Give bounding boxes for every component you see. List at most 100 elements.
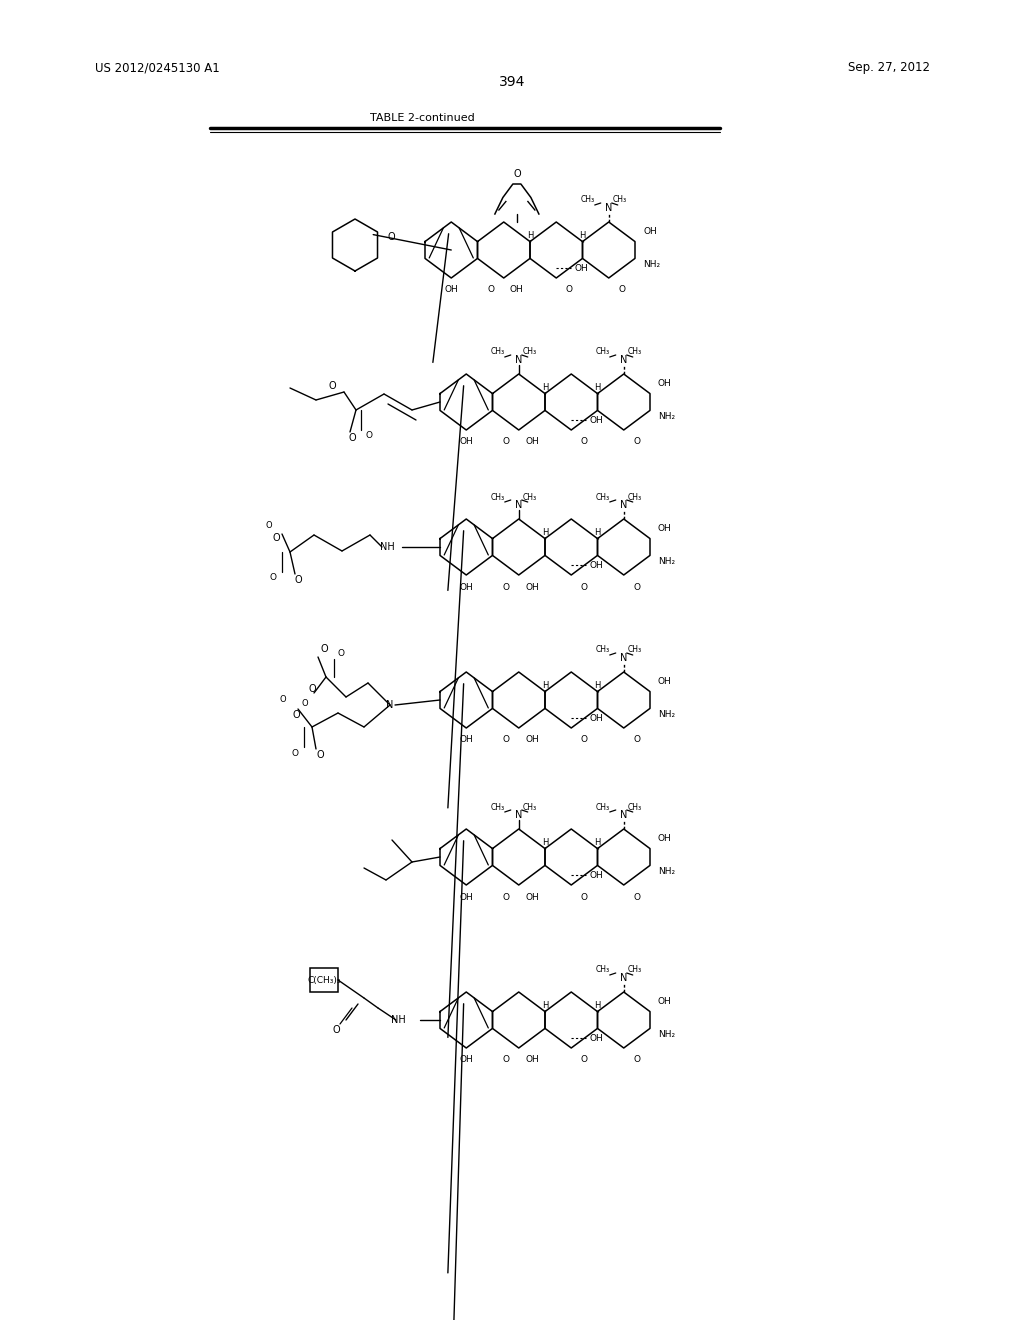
Text: O: O: [502, 1056, 509, 1064]
Text: OH: OH: [525, 1056, 539, 1064]
Text: O: O: [513, 169, 520, 180]
Text: H: H: [542, 383, 548, 392]
Text: O: O: [581, 735, 588, 744]
Text: CH₃: CH₃: [612, 195, 627, 205]
Text: CH₃: CH₃: [522, 803, 537, 812]
Text: OH: OH: [444, 285, 458, 294]
Text: O: O: [502, 582, 509, 591]
Text: OH: OH: [525, 892, 539, 902]
Text: N: N: [621, 810, 628, 820]
Text: H: H: [542, 528, 548, 537]
Text: NH₂: NH₂: [658, 557, 675, 566]
Text: N: N: [621, 500, 628, 510]
Text: O: O: [618, 285, 626, 294]
Text: O: O: [634, 1056, 640, 1064]
Text: O: O: [566, 285, 572, 294]
Text: US 2012/0245130 A1: US 2012/0245130 A1: [95, 62, 220, 74]
Text: O: O: [329, 381, 336, 391]
Text: O: O: [332, 1026, 340, 1035]
Text: O: O: [502, 437, 509, 446]
Text: H: H: [594, 383, 601, 392]
Text: OH: OH: [589, 416, 603, 425]
Text: CH₃: CH₃: [490, 347, 505, 356]
Text: CH₃: CH₃: [596, 965, 609, 974]
Text: O: O: [269, 573, 276, 582]
Text: N: N: [386, 700, 393, 710]
Text: OH: OH: [589, 561, 603, 570]
Text: O: O: [316, 750, 324, 760]
Text: CH₃: CH₃: [596, 347, 609, 356]
Text: O: O: [502, 735, 509, 744]
Text: OH: OH: [658, 677, 672, 686]
Text: O: O: [634, 437, 640, 446]
Text: OH: OH: [643, 227, 656, 236]
Text: N: N: [621, 653, 628, 663]
Text: CH₃: CH₃: [522, 492, 537, 502]
Text: N: N: [515, 500, 522, 510]
Text: CH₃: CH₃: [628, 803, 642, 812]
Text: O: O: [338, 648, 345, 657]
Text: O: O: [581, 1056, 588, 1064]
Text: H: H: [594, 1001, 601, 1010]
Text: CH₃: CH₃: [596, 803, 609, 812]
Text: O: O: [634, 892, 640, 902]
Text: OH: OH: [589, 1034, 603, 1043]
Text: OH: OH: [658, 379, 672, 388]
Text: C(CH₃)₃: C(CH₃)₃: [307, 975, 341, 985]
Text: OH: OH: [460, 735, 473, 744]
Text: Sep. 27, 2012: Sep. 27, 2012: [848, 62, 930, 74]
Text: NH: NH: [380, 543, 395, 552]
Text: O: O: [265, 521, 272, 531]
Text: O: O: [581, 437, 588, 446]
Text: OH: OH: [589, 714, 603, 723]
Text: H: H: [594, 528, 601, 537]
Text: H: H: [542, 1001, 548, 1010]
Text: CH₃: CH₃: [596, 645, 609, 655]
Text: O: O: [581, 892, 588, 902]
Text: CH₃: CH₃: [596, 492, 609, 502]
Text: N: N: [515, 810, 522, 820]
Text: O: O: [301, 698, 308, 708]
Text: CH₃: CH₃: [628, 645, 642, 655]
Text: OH: OH: [525, 735, 539, 744]
Text: OH: OH: [658, 834, 672, 843]
Text: O: O: [308, 684, 316, 694]
Text: O: O: [280, 694, 286, 704]
Text: CH₃: CH₃: [490, 492, 505, 502]
Text: NH₂: NH₂: [658, 867, 675, 875]
Text: CH₃: CH₃: [628, 965, 642, 974]
Text: H: H: [542, 838, 548, 847]
Text: NH₂: NH₂: [643, 260, 660, 269]
Text: H: H: [526, 231, 534, 240]
Text: N: N: [515, 355, 522, 366]
Text: H: H: [580, 231, 586, 240]
Text: OH: OH: [460, 582, 473, 591]
Text: H: H: [594, 681, 601, 690]
Text: H: H: [594, 838, 601, 847]
Text: H: H: [542, 681, 548, 690]
Text: O: O: [387, 232, 394, 242]
Text: N: N: [605, 203, 612, 213]
Text: OH: OH: [460, 1056, 473, 1064]
Text: OH: OH: [460, 892, 473, 902]
Text: OH: OH: [460, 437, 473, 446]
Text: O: O: [272, 533, 280, 543]
Text: CH₃: CH₃: [628, 347, 642, 356]
Text: O: O: [634, 582, 640, 591]
Text: OH: OH: [658, 524, 672, 533]
Text: NH₂: NH₂: [658, 412, 675, 421]
Text: O: O: [291, 748, 298, 758]
Text: CH₃: CH₃: [522, 347, 537, 356]
Text: NH₂: NH₂: [658, 710, 675, 719]
Text: O: O: [502, 892, 509, 902]
Text: O: O: [348, 433, 355, 444]
Text: O: O: [293, 710, 300, 719]
Text: CH₃: CH₃: [628, 492, 642, 502]
Text: O: O: [321, 644, 328, 653]
Text: OH: OH: [525, 582, 539, 591]
Text: O: O: [294, 576, 302, 585]
Text: O: O: [487, 285, 495, 294]
Text: N: N: [621, 355, 628, 366]
Text: OH: OH: [589, 871, 603, 879]
Text: CH₃: CH₃: [581, 195, 595, 205]
